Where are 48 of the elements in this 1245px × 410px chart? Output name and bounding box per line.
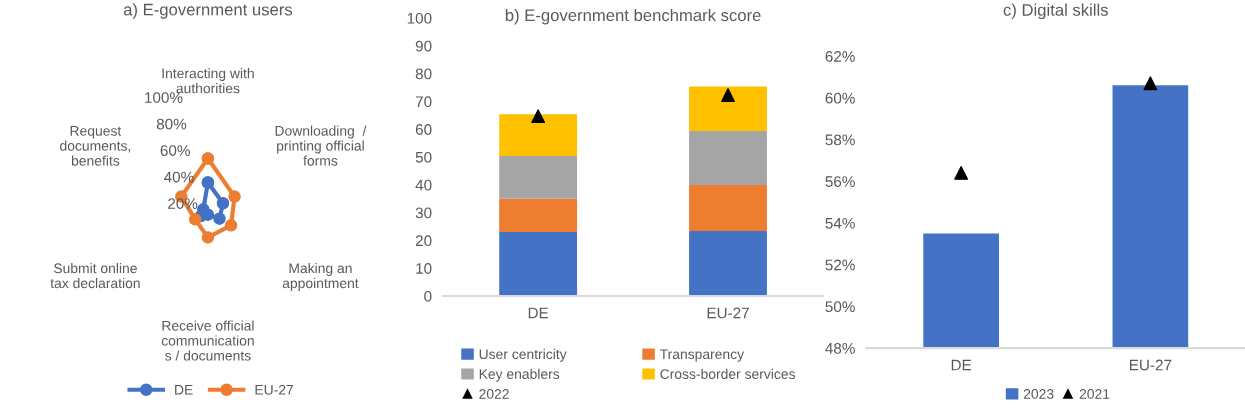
y-tick-label: 52% xyxy=(825,259,855,271)
y-tick-label: 80% xyxy=(156,118,187,130)
y-tick-label: 58% xyxy=(825,134,855,146)
legend-label: 2022 xyxy=(479,389,509,399)
bar xyxy=(689,230,767,297)
chart-title: c) Digital skills xyxy=(1003,3,1108,20)
y-tick-label: 40% xyxy=(163,171,194,183)
y-tick-label: 50% xyxy=(825,301,855,313)
legend-label: Transparency xyxy=(659,349,745,362)
y-tick-label: 56% xyxy=(825,176,855,187)
chart-title: a) E-government users xyxy=(123,3,293,19)
y-tick-label: 60% xyxy=(825,92,855,104)
spoke-label: Submit online tax declaration xyxy=(50,262,140,289)
y-tick-label: 50 xyxy=(415,151,432,163)
y-tick-label: 80 xyxy=(415,68,432,80)
y-tick-label: 100% xyxy=(145,92,183,103)
y-tick-label: 20 xyxy=(415,235,432,247)
legend-label: User centricity xyxy=(479,348,567,362)
bar xyxy=(689,185,767,231)
y-tick-label: 62% xyxy=(825,51,855,62)
bar xyxy=(689,130,767,186)
y-tick-label: 100 xyxy=(407,12,432,24)
y-tick-label: 40 xyxy=(415,179,432,191)
spoke-label: Request documents, benefits xyxy=(60,126,131,166)
y-tick-label: 60 xyxy=(415,124,432,135)
bar xyxy=(499,198,578,233)
y-tick-label: 0 xyxy=(424,290,432,302)
y-tick-label: 48% xyxy=(825,342,855,354)
chart-title: b) E-government benchmark score xyxy=(505,8,761,25)
bar xyxy=(499,155,578,199)
y-tick-label: 54% xyxy=(825,217,855,229)
legend-label: Cross-border services xyxy=(660,368,795,379)
legend-label: Key enablers xyxy=(479,368,560,382)
bar xyxy=(499,114,578,156)
y-tick-label: 30 xyxy=(415,207,432,219)
legend-label: EU-27 xyxy=(255,384,294,395)
y-tick-label: 60% xyxy=(160,145,190,156)
bar xyxy=(499,232,578,297)
spoke-label: Making an appointment xyxy=(282,262,359,291)
y-tick-label: 90 xyxy=(415,40,432,52)
legend-label: 2021 xyxy=(1079,389,1110,399)
y-tick-label: 70 xyxy=(415,96,432,108)
legend-label: 2023 xyxy=(1023,389,1054,399)
spoke-label: Receive official communication s / documents xyxy=(161,320,254,361)
bar xyxy=(689,86,767,131)
legend-label: DE xyxy=(175,385,193,395)
y-tick-label: 10 xyxy=(416,263,432,274)
spoke-label: Downloading / printing official forms xyxy=(275,125,367,166)
